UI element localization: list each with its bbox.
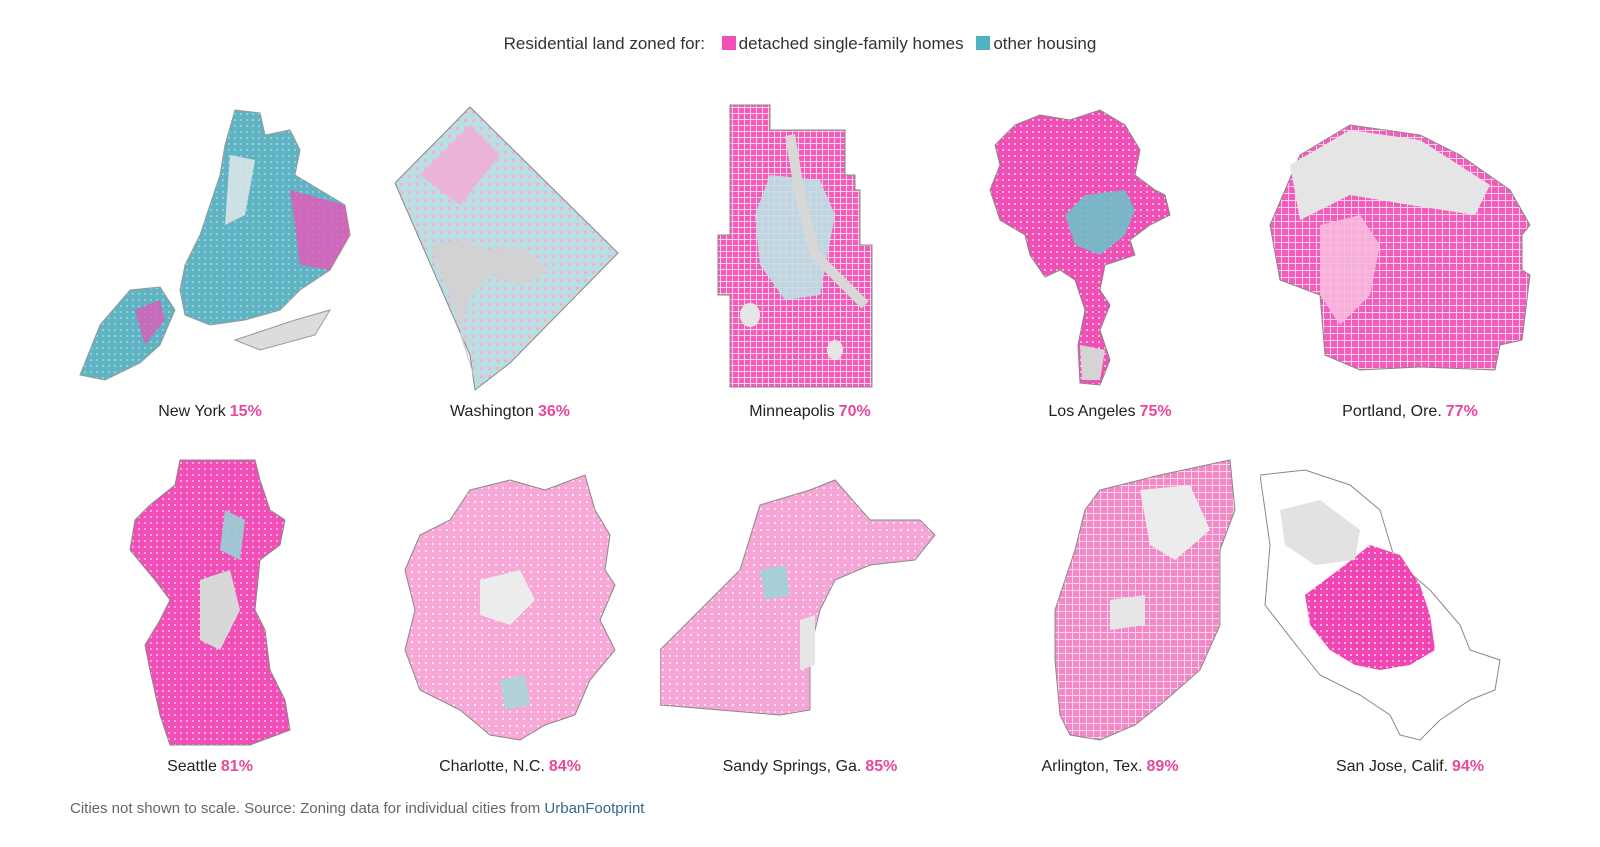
city-caption: San Jose, Calif. 94% xyxy=(1260,758,1560,776)
los-angeles-map xyxy=(989,109,1171,386)
single-family-swatch xyxy=(721,36,736,50)
arlington-map xyxy=(1054,459,1236,741)
city-percent: 75% xyxy=(1139,403,1172,420)
city-percent: 77% xyxy=(1445,403,1478,420)
city-percent: 36% xyxy=(537,403,570,420)
footer-text: Cities not shown to scale. Source: Zonin… xyxy=(70,800,541,817)
city-name: Seattle xyxy=(167,758,217,775)
city-percent: 84% xyxy=(548,758,581,775)
city-caption: Seattle 81% xyxy=(60,758,360,776)
washington-map xyxy=(394,106,619,391)
city-caption: Arlington, Tex. 89% xyxy=(960,758,1260,776)
new-york-map xyxy=(79,109,351,381)
seattle-map xyxy=(129,459,291,746)
city-caption: Portland, Ore. 77% xyxy=(1260,403,1560,421)
city-name: Minneapolis xyxy=(749,403,835,420)
city-name: Washington xyxy=(450,403,534,420)
city-caption: Minneapolis 70% xyxy=(660,403,960,421)
charlotte-map xyxy=(404,474,616,741)
san-jose-map xyxy=(1260,469,1501,741)
other-housing-swatch xyxy=(976,36,991,50)
legend: Residential land zoned for: detached sin… xyxy=(0,34,1600,54)
portland-map xyxy=(1269,124,1531,371)
city-name: Arlington, Tex. xyxy=(1041,758,1143,775)
city-name: Charlotte, N.C. xyxy=(439,758,545,775)
legend-lead: Residential land zoned for: xyxy=(503,34,705,53)
city-caption: Los Angeles 75% xyxy=(960,403,1260,421)
source-link[interactable]: UrbanFootprint xyxy=(544,800,645,817)
minneapolis-map xyxy=(717,104,873,388)
city-name: San Jose, Calif. xyxy=(1335,758,1449,775)
city-caption: Sandy Springs, Ga. 85% xyxy=(660,758,960,776)
city-caption: New York 15% xyxy=(60,403,360,421)
city-percent: 85% xyxy=(865,758,898,775)
city-caption: Charlotte, N.C. 84% xyxy=(360,758,660,776)
city-percent: 89% xyxy=(1146,758,1179,775)
city-caption: Washington 36% xyxy=(360,403,660,421)
city-name: New York xyxy=(158,403,226,420)
city-name: Sandy Springs, Ga. xyxy=(722,758,862,775)
city-name: Portland, Ore. xyxy=(1342,403,1442,420)
single-family-label: detached single-family homes xyxy=(738,34,964,53)
city-percent: 15% xyxy=(229,403,262,420)
city-percent: 94% xyxy=(1452,758,1485,775)
city-name: Los Angeles xyxy=(1048,403,1136,420)
footer-note: Cities not shown to scale. Source: Zonin… xyxy=(70,800,644,817)
sandy-springs-map xyxy=(660,479,936,716)
city-percent: 81% xyxy=(220,758,253,775)
other-housing-label: other housing xyxy=(993,34,1097,53)
city-percent: 70% xyxy=(838,403,871,420)
